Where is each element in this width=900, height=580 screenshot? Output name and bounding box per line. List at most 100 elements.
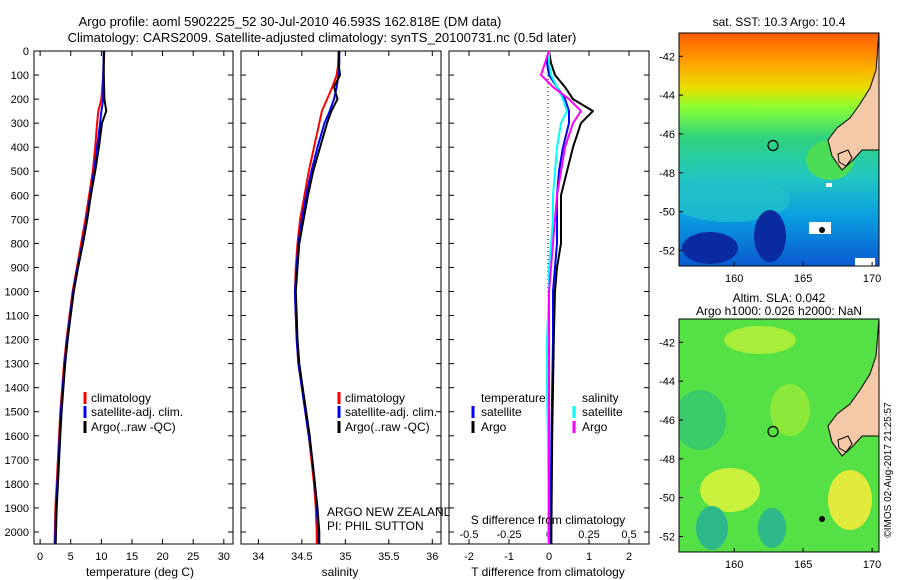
map-x-tick-label: 170 [863, 559, 881, 571]
sst-map-title: sat. SST: 10.3 Argo: 10.4 [713, 15, 846, 29]
imos-credit: ©IMOS 02-Aug-2017 21:25:57 [883, 402, 894, 538]
sla-map-title: Altim. SLA: 0.042 [733, 291, 826, 305]
legend-title-temperature: temperature [481, 391, 546, 405]
island-dot [819, 516, 825, 522]
depth-tick-label: 900 [11, 262, 29, 274]
sla-map: Altim. SLA: 0.042 Argo h1000: 0.026 h200… [659, 291, 881, 571]
series-line-argo [294, 50, 342, 544]
legend-label-satellite: satellite-adj. clim. [345, 405, 437, 419]
sst-map-frame [678, 32, 880, 267]
title-line-1: Argo profile: aoml 5902225_52 30-Jul-201… [79, 14, 502, 29]
difference-xlabel: T difference from climatology [471, 565, 625, 579]
depth-tick-label: 1200 [5, 335, 29, 347]
salinity-panel: 34 34.5 35 35.5 36 salinity climatology sate… [240, 50, 453, 579]
depth-tick-label: 600 [11, 190, 29, 202]
legend-label-t-satellite: satellite [481, 405, 522, 419]
sla-patch [700, 468, 760, 512]
x-tick-label: 20 [156, 551, 168, 563]
annotation-pi: PI: PHIL SUTTON [327, 519, 424, 533]
map-y-tick-label: -50 [659, 207, 675, 219]
map-y-tick-label: -48 [659, 454, 675, 466]
map-x-tick-label: 160 [725, 559, 743, 571]
map-y-tick-label: -52 [659, 531, 675, 543]
sst-map: sat. SST: 10.3 Argo: 10.4 160 165 170 -42 -4… [659, 15, 881, 285]
x-tick-label: 35.5 [378, 551, 399, 563]
salinity-series [293, 50, 342, 544]
salinity-xlabel: salinity [322, 565, 359, 579]
sla-patch [724, 326, 796, 354]
x-tick-label: 15 [126, 551, 138, 563]
temperature-depth-ticks: 0 100 200 300 400 500 600 700 800 900 1000 1100 1200… [5, 46, 233, 539]
sla-patch [679, 390, 726, 450]
temperature-axes-box [33, 50, 234, 545]
x-tick-label: 1 [586, 551, 592, 563]
sla-low-patch [696, 506, 728, 550]
salinity-legend: climatology satellite-adj. clim. Argo(..… [337, 391, 437, 434]
legend-label-t-argo: Argo [481, 420, 507, 434]
s-diff-tick-label: 0.25 [578, 529, 599, 541]
depth-tick-label: 1500 [5, 407, 29, 419]
depth-tick-label: 2000 [5, 527, 29, 539]
difference-legend: temperature satellite Argo salinity sate… [471, 391, 623, 434]
series-line-argo [54, 51, 108, 545]
depth-tick-label: 400 [11, 142, 29, 154]
x-tick-label: 0 [546, 551, 552, 563]
salinity-depth-ticks [241, 50, 441, 533]
map-x-tick-label: 170 [863, 273, 881, 285]
legend-label-satellite: satellite-adj. clim. [91, 405, 183, 419]
legend-label-s-argo: Argo [582, 420, 608, 434]
x-tick-label: 36 [426, 551, 438, 563]
argo-position-marker [767, 425, 779, 438]
title-line-2: Climatology: CARS2009. Satellite-adjuste… [68, 30, 577, 45]
temperature-panel: 0100200300400500600700800900100011001200… [5, 46, 234, 579]
temperature-legend: climatology satellite-adj. clim. Argo(..… [83, 391, 183, 434]
sla-map-subtitle: Argo h1000: 0.026 h2000: NaN [696, 304, 862, 318]
depth-tick-label: 700 [11, 214, 29, 226]
depth-tick-label: 0 [23, 46, 29, 58]
sla-map-ticks: 160 165 170 -42 -44 -46 -48 -50 -52 [659, 337, 881, 571]
depth-tick-label: 1700 [5, 455, 29, 467]
sla-map-frame [678, 318, 880, 553]
legend-label-climatology: climatology [345, 391, 405, 405]
map-y-tick-label: -50 [659, 493, 675, 505]
sla-patch [828, 470, 872, 530]
depth-tick-label: 100 [11, 70, 29, 82]
x-tick-label: 2 [626, 551, 632, 563]
x-tick-label: -1 [504, 551, 514, 563]
sst-cold-eddy [682, 232, 738, 264]
map-y-tick-label: -46 [659, 129, 675, 141]
legend-title-salinity: salinity [582, 391, 619, 405]
legend-label-argo: Argo(..raw -QC) [91, 420, 176, 434]
depth-tick-label: 200 [11, 94, 29, 106]
sst-cold-eddy [754, 210, 786, 262]
s-diff-tick-label: -0.25 [496, 529, 521, 541]
x-tick-label: 34 [252, 551, 264, 563]
temperature-xlabel: temperature (deg C) [86, 565, 194, 579]
sst-cool-patch [679, 178, 790, 222]
land-island [837, 149, 853, 167]
x-tick-label: 25 [187, 551, 199, 563]
map-y-tick-label: -42 [659, 337, 675, 349]
x-tick-label: 0 [37, 551, 43, 563]
land-new-zealand [827, 319, 879, 457]
s-diff-tick-label: 0.5 [621, 529, 636, 541]
island-dot [819, 227, 825, 233]
series-line-salinity-argo [540, 50, 582, 544]
map-y-tick-label: -44 [659, 376, 675, 388]
argo-position-marker [767, 139, 779, 152]
sst-map-ticks: 160 165 170 -42 -44 -46 -48 -50 -52 [659, 51, 881, 285]
s-diff-tick-label: -0.5 [460, 529, 479, 541]
map-x-tick-label: 160 [725, 273, 743, 285]
map-x-tick-label: 165 [794, 559, 812, 571]
difference-series [540, 50, 594, 544]
x-tick-label: 5 [68, 551, 74, 563]
difference-xlabel-top: S difference from climatology [471, 513, 626, 527]
temperature-series [53, 50, 108, 545]
difference-depth-ticks [449, 50, 649, 533]
land-new-zealand [827, 33, 879, 171]
x-tick-label: 35 [339, 551, 351, 563]
salinity-axes-box [240, 50, 442, 545]
map-y-tick-label: -46 [659, 415, 675, 427]
land-island [837, 435, 853, 453]
